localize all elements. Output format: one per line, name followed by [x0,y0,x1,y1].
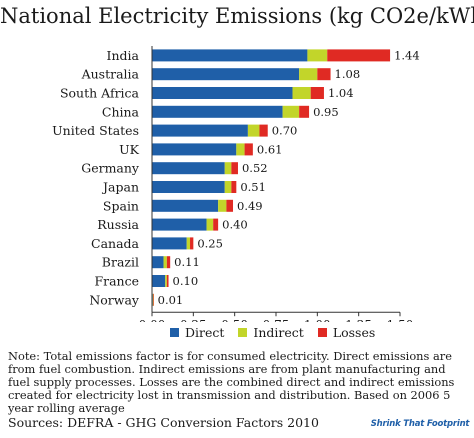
legend-label-indirect: Indirect [253,325,304,340]
x-tick-label-0.75: 0.75 [263,318,290,322]
total-label-france: 0.10 [173,274,199,288]
bar-direct-spain [152,199,219,212]
category-label-brazil: Brazil [102,255,139,270]
bar-losses-russia [213,218,219,231]
bar-direct-united-states [152,124,248,137]
bar-indirect-canada [186,237,191,250]
bar-indirect-japan [224,181,232,193]
total-label-russia: 0.40 [222,218,248,232]
legend-label-losses: Losses [332,325,376,340]
category-label-spain: Spain [103,198,139,213]
shrink-that-footprint-logo[interactable]: Shrink That Footprint [370,414,470,434]
x-tick-label-0.50: 0.50 [221,318,248,322]
bar-direct-brazil [152,256,164,269]
category-label-uk: UK [119,142,140,157]
x-tick-label-1.50: 1.50 [387,318,414,322]
total-label-canada: 0.25 [197,236,223,250]
bar-losses-united-states [259,124,268,137]
bar-losses-france [166,275,169,287]
bar-indirect-uk [236,143,245,156]
x-tick-label-1.25: 1.25 [345,318,372,322]
category-label-south-africa: South Africa [60,86,140,101]
bar-losses-india [327,49,391,62]
legend-item-indirect: Indirect [238,325,304,340]
total-label-spain: 0.49 [237,199,263,213]
bar-direct-south-africa [152,87,293,99]
total-label-japan: 0.51 [240,180,266,194]
bar-indirect-france [165,275,167,287]
total-label-germany: 0.52 [242,161,268,175]
total-label-china: 0.95 [313,105,339,119]
bar-losses-uk [244,143,253,156]
bar-direct-france [152,275,166,287]
bar-indirect-united-states [247,124,260,137]
bar-direct-uk [152,143,237,156]
bar-indirect-india [307,49,328,62]
bar-direct-australia [152,68,300,81]
bar-losses-norway [153,293,154,306]
bar-indirect-germany [224,162,232,175]
bar-losses-south-africa [310,87,324,99]
bar-indirect-russia [206,218,214,231]
bar-losses-canada [190,237,194,250]
category-label-china: China [102,104,140,119]
category-label-canada: Canada [91,236,140,251]
x-axis: 0.00 0.25 0.50 0.75 1.00 1.25 1.50 [139,46,414,322]
bar-indirect-south-africa [292,87,311,99]
chart-title: National Electricity Emissions (kg CO2e/… [0,4,474,28]
legend-swatch-direct [170,328,179,337]
category-label-australia: Australia [81,67,140,82]
bar-indirect-brazil [163,256,167,269]
bar-losses-australia [317,68,331,81]
bar-direct-japan [152,181,225,193]
bar-indirect-australia [299,68,318,81]
total-label-uk: 0.61 [257,142,283,156]
logo-text: Shrink That Footprint [370,419,470,429]
bar-indirect-spain [218,199,227,212]
bar-losses-spain [226,199,234,212]
bar-direct-russia [152,218,207,231]
bar-indirect-norway [152,293,154,306]
bar-losses-brazil [166,256,171,269]
bar-chart: India 1.44 Australia 1.08 South Africa 1.04 Ch… [52,46,420,322]
category-label-russia: Russia [97,217,139,232]
total-label-south-africa: 1.04 [328,86,354,100]
category-label-norway: Norway [89,292,140,307]
total-label-india: 1.44 [394,48,420,62]
legend-swatch-indirect [238,328,248,337]
bar-direct-germany [152,162,225,175]
category-label-france: France [94,274,139,289]
bar-losses-germany [231,162,238,175]
total-label-united-states: 0.70 [272,124,298,138]
legend: Direct Indirect Losses [170,325,375,340]
total-label-australia: 1.08 [335,67,361,81]
bar-losses-japan [231,181,237,193]
x-tick-label-0.25: 0.25 [180,318,207,322]
bars-group: India 1.44 Australia 1.08 South Africa 1.04 Ch… [52,48,420,307]
category-label-germany: Germany [81,161,140,176]
total-label-brazil: 0.11 [174,255,200,269]
legend-item-direct: Direct [170,325,224,340]
bar-losses-china [299,105,310,118]
category-label-japan: Japan [101,180,139,195]
sources-line: Sources: DEFRA - GHG Conversion Factors … [8,415,319,430]
category-label-india: India [107,48,140,63]
legend-item-losses: Losses [317,325,376,340]
x-tick-label-0.00: 0.00 [139,318,166,322]
bar-indirect-china [282,105,300,118]
footnote: Note: Total emissions factor is for cons… [8,349,455,415]
bar-direct-china [152,105,283,118]
legend-label-direct: Direct [185,325,225,340]
legend-swatch-losses [317,328,327,337]
category-label-united-states: United States [52,123,139,138]
x-tick-label-1.00: 1.00 [304,318,331,322]
total-label-norway: 0.01 [158,293,184,307]
bar-direct-india [152,49,308,62]
bar-direct-canada [152,237,187,250]
